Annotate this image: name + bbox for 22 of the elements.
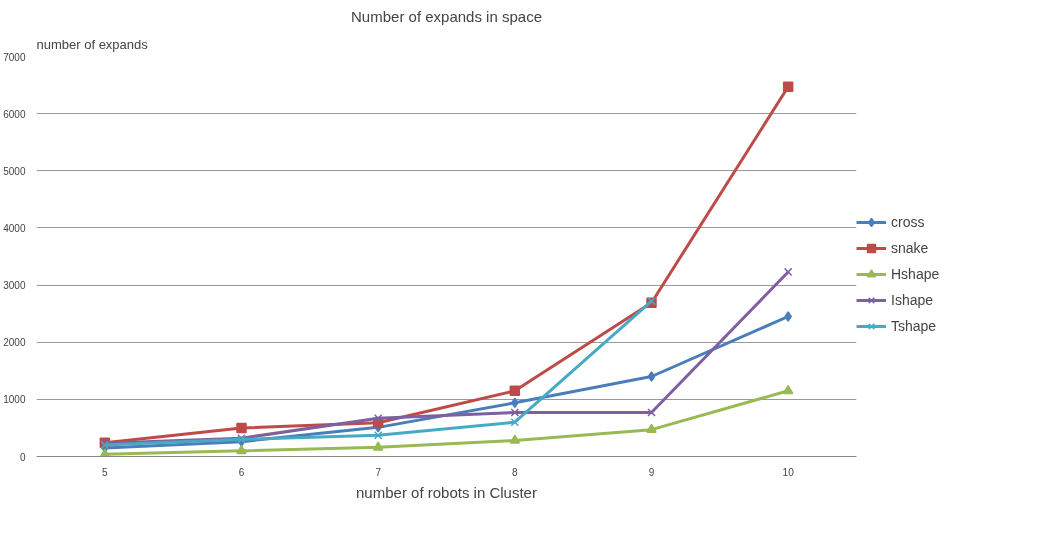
- x-tick-label: 7: [375, 466, 382, 478]
- y-tick-label: 0: [19, 451, 26, 463]
- x-tick-label: 10: [782, 466, 795, 478]
- x-tick-label: 9: [648, 466, 655, 478]
- x-tick-label: 8: [512, 466, 519, 478]
- legend-label: snake: [891, 240, 929, 256]
- legend-label: Tshape: [891, 318, 937, 334]
- y-tick-label: 1000: [3, 394, 26, 406]
- x-axis-title: number of robots in Cluster: [356, 483, 537, 501]
- chart-title: Number of expands in space: [351, 7, 542, 25]
- legend-label: Ishape: [891, 292, 934, 308]
- x-tick-label: 6: [238, 466, 245, 478]
- y-tick-label: 7000: [3, 51, 26, 63]
- legend-label: Hshape: [891, 266, 940, 282]
- y-tick-label: 6000: [3, 108, 26, 120]
- y-tick-label: 2000: [3, 337, 26, 349]
- y-tick-label: 3000: [3, 280, 26, 292]
- y-tick-label: 5000: [3, 165, 26, 177]
- y-axis-title: number of expands: [36, 36, 149, 52]
- x-tick-label: 5: [102, 466, 109, 478]
- legend-label: cross: [891, 214, 925, 230]
- y-tick-label: 4000: [3, 222, 26, 234]
